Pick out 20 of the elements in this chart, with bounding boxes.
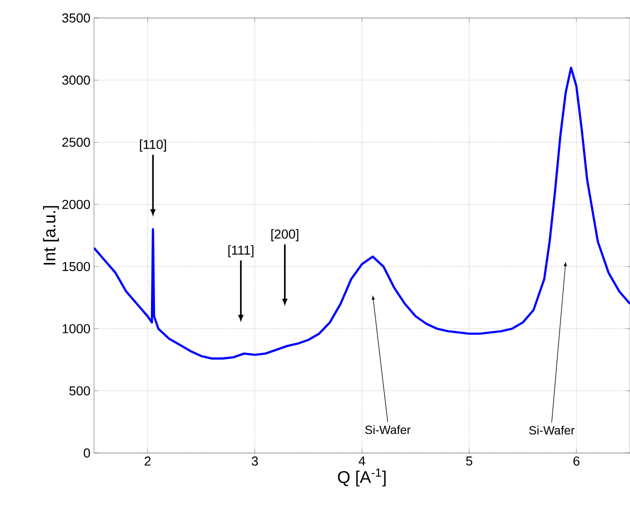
y-tick-label: 0	[84, 448, 90, 458]
y-tick-label: 1500	[62, 262, 90, 272]
x-tick-label: 2	[144, 456, 151, 466]
annotation: Si-Wafer	[529, 426, 575, 435]
y-tick-label: 500	[69, 386, 90, 396]
y-tick-label: 1000	[62, 324, 90, 334]
x-tick-label: 5	[466, 456, 472, 466]
annotation: [200]	[271, 229, 298, 242]
x-axis-title: Q [A$^{-1}$]	[338, 468, 386, 486]
annotation: [111]	[228, 245, 254, 258]
y-tick-label: 3000	[62, 76, 90, 85]
x-tick-label: 3	[252, 456, 258, 466]
x-tick-label: 4	[358, 456, 366, 466]
y-tick-label: 3500	[62, 13, 90, 23]
x-tick-label: 6	[573, 456, 580, 466]
y-tick-label: 2500	[62, 138, 90, 147]
annotation: [110]	[140, 140, 166, 152]
y-axis-title: Int [a.u.]	[43, 206, 59, 265]
annotation: Si-Wafer	[365, 425, 411, 434]
y-tick-label: 2000	[62, 200, 90, 209]
